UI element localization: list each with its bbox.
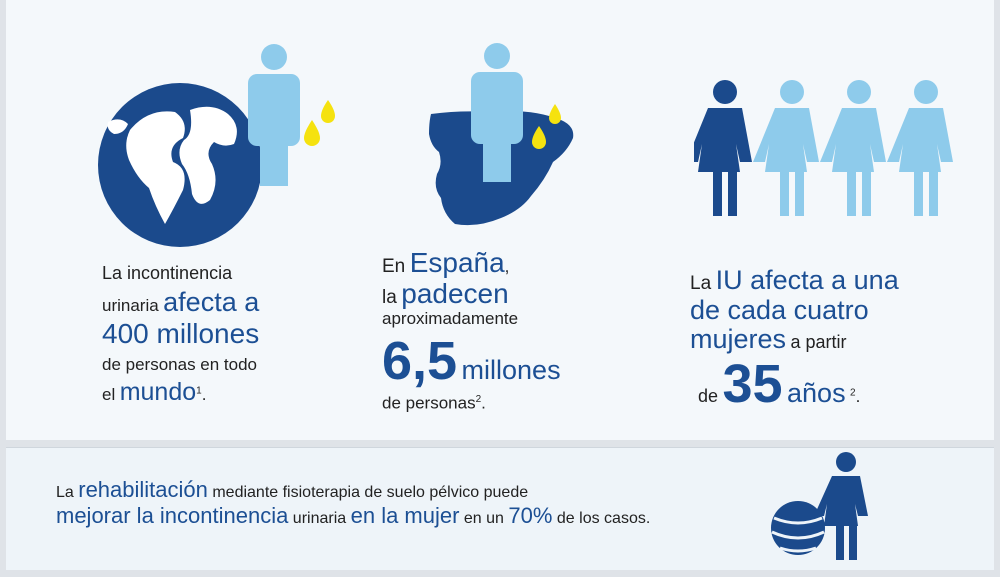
exercise-ball-icon xyxy=(771,501,825,555)
world-line-5b: mundo xyxy=(119,377,197,406)
woman-icon xyxy=(694,80,752,216)
footnote-3: 2 xyxy=(850,387,856,399)
world-line-2a: urinaria xyxy=(102,295,159,315)
rehab-p6: en la mujer xyxy=(350,503,460,529)
person-icon xyxy=(471,43,523,182)
spain-line-3: aproximadamente xyxy=(382,308,519,328)
spain-line-4b: millones xyxy=(461,355,561,386)
rehab-illustration xyxy=(771,452,868,560)
woman-icon xyxy=(753,80,819,216)
world-line-2b: afecta a xyxy=(163,286,260,317)
rehab-p7: en un xyxy=(463,510,504,528)
women-line-1a: La xyxy=(690,273,712,294)
world-line-1: La incontinencia xyxy=(102,263,233,283)
women-line-4a: de xyxy=(698,386,719,407)
world-line-5a: el xyxy=(102,384,116,404)
women-line-1b: IU afecta a una xyxy=(715,265,899,295)
women-line-3b: a partir xyxy=(790,332,847,353)
footnote-2: 2 xyxy=(475,393,482,405)
women-illustration xyxy=(694,80,953,216)
globe-illustration xyxy=(98,44,335,247)
spain-illustration xyxy=(429,43,574,226)
spain-stat-text: En España, la padecen aproximadamente 6,… xyxy=(382,247,561,412)
women-line-3a: mujeres xyxy=(690,324,787,355)
women-line-4b: 35 xyxy=(722,354,783,415)
woman-icon xyxy=(814,452,868,560)
women-line-4c: años xyxy=(787,378,846,409)
spain-line-1a: En xyxy=(382,256,406,277)
rehab-p8: 70% xyxy=(508,503,553,529)
women-line-2: de cada cuatro xyxy=(690,294,869,325)
spain-line-2b: padecen xyxy=(401,277,509,309)
rehab-p2: rehabilitación xyxy=(78,477,208,502)
woman-icon xyxy=(887,80,953,216)
world-line-3: 400 millones xyxy=(102,318,260,350)
water-drop-icon xyxy=(532,104,561,149)
rehab-p9: de los casos. xyxy=(556,510,651,528)
rehab-text: La rehabilitación mediante fisioterapia … xyxy=(56,477,651,529)
footnote-1: 1 xyxy=(196,385,202,397)
water-drop-icon xyxy=(304,100,335,146)
world-line-4: de personas en todo xyxy=(102,355,258,375)
rehab-p4: mejorar la incontinencia xyxy=(56,503,289,529)
women-stat-text: La IU afecta a una de cada cuatro mujere… xyxy=(690,265,899,415)
world-stat-text: La incontinencia urinaria afecta a 400 m… xyxy=(102,263,260,406)
spain-line-4a: 6,5 xyxy=(382,331,458,392)
spain-line-5a: de personas xyxy=(382,393,476,412)
woman-icon xyxy=(820,80,886,216)
globe-icon xyxy=(98,83,262,247)
rehab-p5: urinaria xyxy=(292,510,347,528)
spain-line-1b: España xyxy=(409,247,505,278)
person-icon xyxy=(248,44,300,186)
rehab-p1: La xyxy=(56,484,74,501)
rehab-p3: mediante fisioterapia de suelo pélvico p… xyxy=(212,484,529,501)
spain-line-2a: la xyxy=(382,286,397,308)
